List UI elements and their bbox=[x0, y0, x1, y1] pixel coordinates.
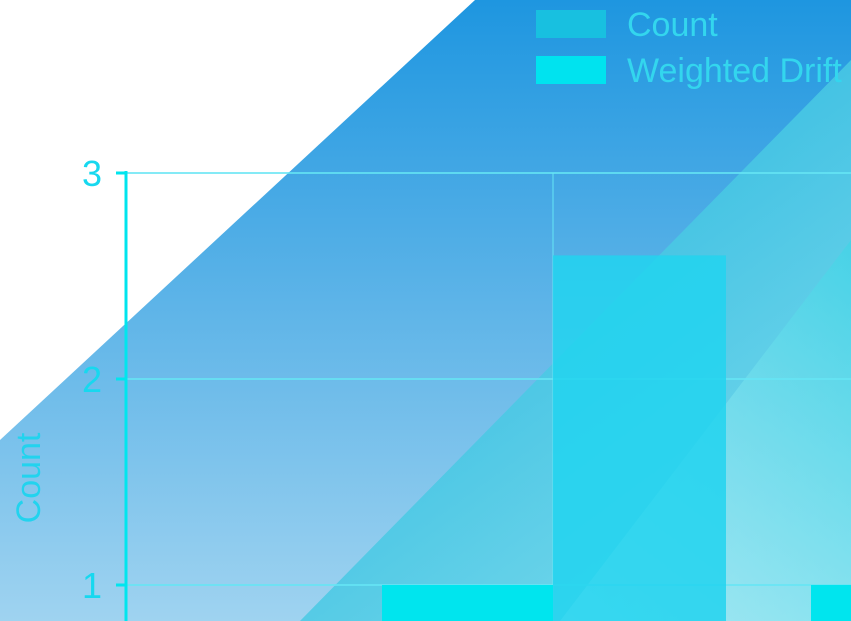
y-tick-label-2: 2 bbox=[82, 359, 102, 400]
bar-d bbox=[811, 585, 851, 621]
legend: Count Weighted Drift bbox=[536, 6, 842, 90]
legend-label-weighted-drift: Weighted Drift bbox=[627, 52, 842, 90]
bars bbox=[382, 255, 851, 621]
bar-b bbox=[382, 585, 553, 621]
legend-swatch-weighted-drift bbox=[536, 56, 606, 84]
bar-c bbox=[553, 255, 726, 621]
legend-label-count: Count bbox=[627, 6, 718, 44]
y-axis-label: Count bbox=[10, 432, 48, 523]
y-tick-label-1: 1 bbox=[82, 565, 102, 606]
y-tick-labels: 1 2 3 bbox=[82, 153, 126, 606]
y-tick-label-3: 3 bbox=[82, 153, 102, 194]
legend-swatch-count bbox=[536, 10, 606, 38]
